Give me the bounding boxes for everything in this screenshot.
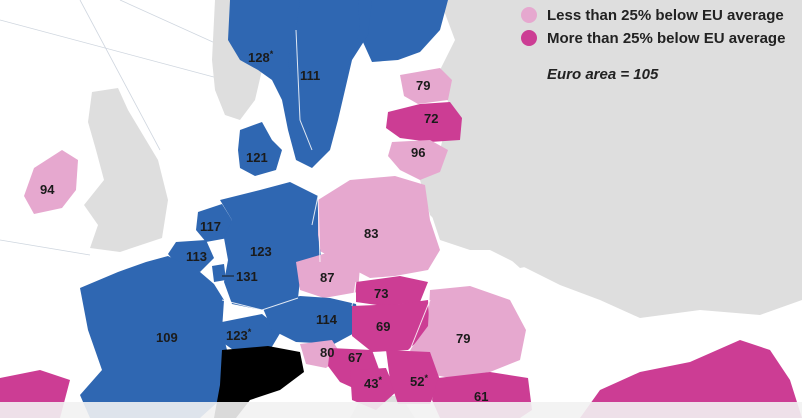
bosnia-shape bbox=[350, 368, 396, 410]
belarus-ukraine bbox=[430, 160, 560, 268]
label-germany: 123 bbox=[250, 244, 272, 259]
italy-shape bbox=[214, 346, 304, 418]
east-magenta-shape bbox=[580, 340, 802, 418]
legend-swatch-less-than-25 bbox=[521, 7, 537, 23]
czechia-shape bbox=[296, 252, 360, 298]
label-ireland: 94 bbox=[40, 182, 55, 197]
country-borders bbox=[221, 29, 431, 351]
luxembourg-shape bbox=[212, 264, 226, 282]
romania-shape bbox=[410, 286, 526, 378]
hungary-shape bbox=[352, 300, 430, 352]
label-romania: 79 bbox=[456, 331, 470, 346]
label-finland: 111 bbox=[300, 68, 320, 83]
label-serbia: 52* bbox=[410, 373, 428, 389]
label-belgium: 113 bbox=[186, 249, 207, 264]
label-bulgaria: 61 bbox=[474, 389, 488, 404]
label-luxembourg: 131 bbox=[236, 269, 258, 284]
lithuania-shape bbox=[388, 140, 448, 180]
label-netherlands: 117 bbox=[200, 219, 221, 234]
label-lithuania: 96 bbox=[411, 145, 425, 160]
euro-area-note: Euro area = 105 bbox=[547, 66, 659, 83]
finland-south-shape bbox=[288, 0, 360, 150]
estonia-shape bbox=[400, 68, 452, 104]
slovakia-shape bbox=[356, 276, 428, 306]
label-bosnia: 43* bbox=[364, 375, 382, 391]
value-labels: 128* 111 79 72 96 121 94 83 117 123 113 … bbox=[40, 49, 488, 404]
label-hungary: 69 bbox=[376, 319, 390, 334]
label-slovenia: 80 bbox=[320, 345, 334, 360]
label-czechia: 87 bbox=[320, 270, 334, 285]
legend-label-less-than-25: Less than 25% below EU average bbox=[547, 7, 784, 24]
legend: Less than 25% below EU average More than… bbox=[521, 7, 785, 83]
bottom-strip bbox=[0, 402, 802, 418]
germany-shape bbox=[220, 182, 322, 310]
austria-shape bbox=[262, 296, 360, 344]
label-austria: 114 bbox=[316, 312, 338, 327]
latvia-shape bbox=[386, 102, 462, 142]
poland-shape bbox=[312, 176, 440, 278]
denmark-shape bbox=[238, 122, 282, 176]
label-denmark: 121 bbox=[246, 150, 268, 165]
label-estonia: 79 bbox=[416, 78, 430, 93]
switzerland-shape bbox=[222, 314, 282, 352]
island-right bbox=[770, 220, 802, 290]
label-switzerland: 123* bbox=[226, 327, 252, 343]
netherlands-shape bbox=[196, 204, 232, 242]
label-poland: 83 bbox=[364, 226, 378, 241]
label-latvia: 72 bbox=[424, 111, 438, 126]
legend-label-more-than-25: More than 25% below EU average bbox=[547, 30, 785, 47]
serbia-shape bbox=[386, 350, 440, 404]
united-kingdom bbox=[84, 88, 168, 252]
label-croatia: 67 bbox=[348, 350, 362, 365]
ireland-shape bbox=[24, 150, 78, 214]
label-france: 109 bbox=[156, 330, 178, 345]
finland-shape bbox=[362, 0, 448, 62]
france-shape bbox=[80, 256, 230, 418]
label-slovakia: 73 bbox=[374, 286, 388, 301]
label-sweden: 128* bbox=[248, 49, 274, 65]
legend-swatch-more-than-25 bbox=[521, 30, 537, 46]
